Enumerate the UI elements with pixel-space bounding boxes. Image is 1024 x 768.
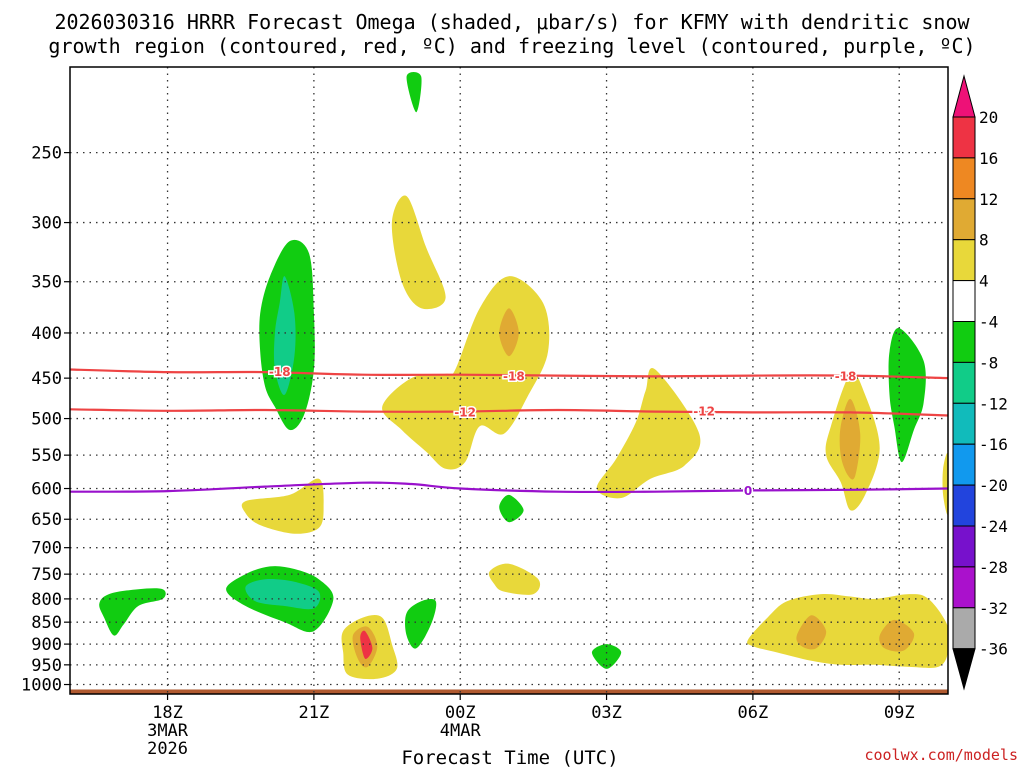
contour--12 bbox=[70, 408, 948, 417]
x-axis-label: Forecast Time (UTC) bbox=[401, 747, 618, 768]
y-tick-label: 600 bbox=[31, 480, 62, 500]
colorbar-segment bbox=[952, 321, 976, 363]
x-tick-label: 09Z bbox=[884, 703, 915, 723]
x-tick-label: 00Z bbox=[445, 703, 476, 723]
plot-frame bbox=[69, 66, 949, 695]
y-tick-label: 700 bbox=[31, 539, 62, 559]
omega-region-orange-880-b bbox=[879, 619, 915, 652]
colorbar-segment bbox=[952, 566, 976, 609]
chart-title-line1: 2026030316 HRRR Forecast Omega (shaded, … bbox=[54, 10, 970, 34]
omega-region-green-right-upper bbox=[888, 327, 926, 463]
ground-band bbox=[70, 689, 948, 694]
y-tick-label: 800 bbox=[31, 590, 62, 610]
colorbar-label: -12 bbox=[979, 394, 1008, 413]
contour-label: -12 bbox=[454, 405, 476, 419]
x-tick-label: 2026 bbox=[147, 739, 188, 759]
colorbar-label: -8 bbox=[979, 353, 998, 372]
contour-0 bbox=[70, 481, 948, 494]
colorbar-label: 8 bbox=[979, 231, 989, 250]
colorbar-segment bbox=[952, 280, 976, 323]
colorbar-segment bbox=[952, 116, 976, 159]
omega-region-yellow-300 bbox=[391, 195, 446, 310]
omega-region-red-900 bbox=[360, 630, 373, 659]
chart-title-line2: growth region (contoured, red, ºC) and f… bbox=[48, 34, 975, 58]
omega-region-orange-880-a bbox=[796, 615, 827, 650]
colorbar-segment bbox=[952, 157, 976, 200]
omega-region-green-800-left bbox=[99, 588, 166, 636]
colorbar-label: 20 bbox=[979, 108, 998, 127]
omega-region-yellow-900-right bbox=[747, 593, 948, 668]
omega-region-green-630 bbox=[499, 494, 524, 523]
omega-region-teal-800 bbox=[245, 578, 321, 610]
omega-region-yellow-650 bbox=[241, 478, 324, 534]
y-tick-label: 950 bbox=[31, 656, 62, 676]
colorbar-label: -28 bbox=[979, 558, 1008, 577]
x-tick-label: 18Z bbox=[152, 703, 183, 723]
omega-region-green-250 bbox=[406, 72, 422, 113]
colorbar-label: 4 bbox=[979, 272, 989, 291]
x-tick-label: 21Z bbox=[299, 703, 330, 723]
colorbar-segment bbox=[952, 443, 976, 486]
omega-region-orange-center-upper bbox=[499, 308, 519, 357]
omega-region-yellow-edge-right bbox=[942, 453, 948, 515]
y-tick-label: 450 bbox=[31, 369, 62, 389]
colorbar-segment bbox=[952, 361, 976, 404]
y-tick-label: 1000 bbox=[21, 676, 62, 696]
contour-label: -18 bbox=[503, 369, 525, 383]
colorbar: 20 16 12 8 4 -4 -8 -12 -16 -20 -24 -28 -32 -36 bbox=[952, 74, 1008, 691]
omega-region-yellow-750 bbox=[488, 563, 541, 595]
colorbar-label: -16 bbox=[979, 435, 1008, 454]
x-tick-label: 3MAR bbox=[147, 721, 189, 741]
colorbar-label: -4 bbox=[979, 313, 998, 332]
credit-text: coolwx.com/models bbox=[864, 746, 1018, 764]
y-tick-label: 400 bbox=[31, 324, 62, 344]
y-tick-label: 250 bbox=[31, 144, 62, 164]
y-tick-label: 850 bbox=[31, 613, 62, 633]
colorbar-bottom-arrow bbox=[952, 648, 976, 691]
y-tick-label: 900 bbox=[31, 635, 62, 655]
colorbar-label: -20 bbox=[979, 476, 1008, 495]
colorbar-segment bbox=[952, 607, 976, 650]
colorbar-label: -32 bbox=[979, 599, 1008, 618]
y-tick-label: 550 bbox=[31, 446, 62, 466]
omega-region-teal-400 bbox=[273, 276, 296, 395]
y-tick-label: 350 bbox=[31, 273, 62, 293]
contour-label: -12 bbox=[693, 405, 715, 419]
colorbar-label: -24 bbox=[979, 517, 1008, 536]
colorbar-segment bbox=[952, 239, 976, 282]
colorbar-segment bbox=[952, 402, 976, 445]
omega-region-green-920 bbox=[591, 644, 622, 669]
y-tick-label: 650 bbox=[31, 510, 62, 530]
y-tick-label: 750 bbox=[31, 565, 62, 585]
colorbar-top-arrow bbox=[952, 74, 976, 118]
x-tick-label: 03Z bbox=[591, 703, 622, 723]
x-tick-label: 4MAR bbox=[440, 721, 482, 741]
contour-label: -18 bbox=[835, 369, 857, 383]
contour--18 bbox=[70, 368, 948, 380]
omega-region-green-850 bbox=[405, 599, 437, 649]
contour-label: 0 bbox=[744, 484, 752, 498]
colorbar-segment bbox=[952, 525, 976, 568]
colorbar-segment bbox=[952, 198, 976, 241]
colorbar-segment bbox=[952, 484, 976, 527]
colorbar-label: 16 bbox=[979, 149, 998, 168]
colorbar-label: -36 bbox=[979, 640, 1008, 659]
omega-region-yellow-center-right bbox=[596, 367, 701, 499]
y-tick-label: 300 bbox=[31, 214, 62, 234]
contour-label: -18 bbox=[269, 365, 291, 379]
colorbar-label: 12 bbox=[979, 190, 998, 209]
x-tick-label: 06Z bbox=[738, 703, 769, 723]
y-tick-label: 500 bbox=[31, 410, 62, 430]
